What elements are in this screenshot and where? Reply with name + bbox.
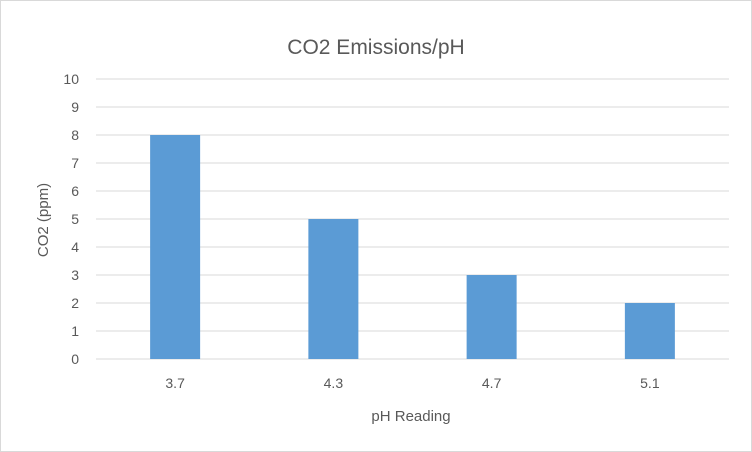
x-tick-label: 4.7 [482,375,502,391]
y-tick-label: 0 [71,351,79,367]
x-axis-title: pH Reading [371,408,450,425]
y-tick-label: 4 [71,239,79,255]
y-tick-label: 5 [71,211,79,227]
y-axis-title: CO2 (ppm) [35,183,52,257]
bar [150,135,201,359]
x-tick-label: 4.3 [324,375,344,391]
bar [624,303,675,359]
bar [308,219,359,359]
y-tick-label: 6 [71,183,79,199]
y-tick-label: 9 [71,99,79,115]
bars [150,135,675,359]
x-tick-labels: 3.7 4.3 4.7 5.1 [165,375,659,391]
y-tick-label: 7 [71,155,79,171]
y-tick-label: 1 [71,323,79,339]
x-tick-label: 5.1 [640,375,660,391]
y-tick-labels: 0 1 2 3 4 5 6 7 8 9 10 [63,71,79,367]
y-tick-label: 2 [71,295,79,311]
y-tick-label: 3 [71,267,79,283]
x-tick-label: 3.7 [165,375,185,391]
y-tick-label: 8 [71,127,79,143]
y-tick-label: 10 [63,71,79,87]
gridlines [96,78,729,360]
bar [466,275,517,359]
chart-title: CO2 Emissions/pH [287,36,464,59]
